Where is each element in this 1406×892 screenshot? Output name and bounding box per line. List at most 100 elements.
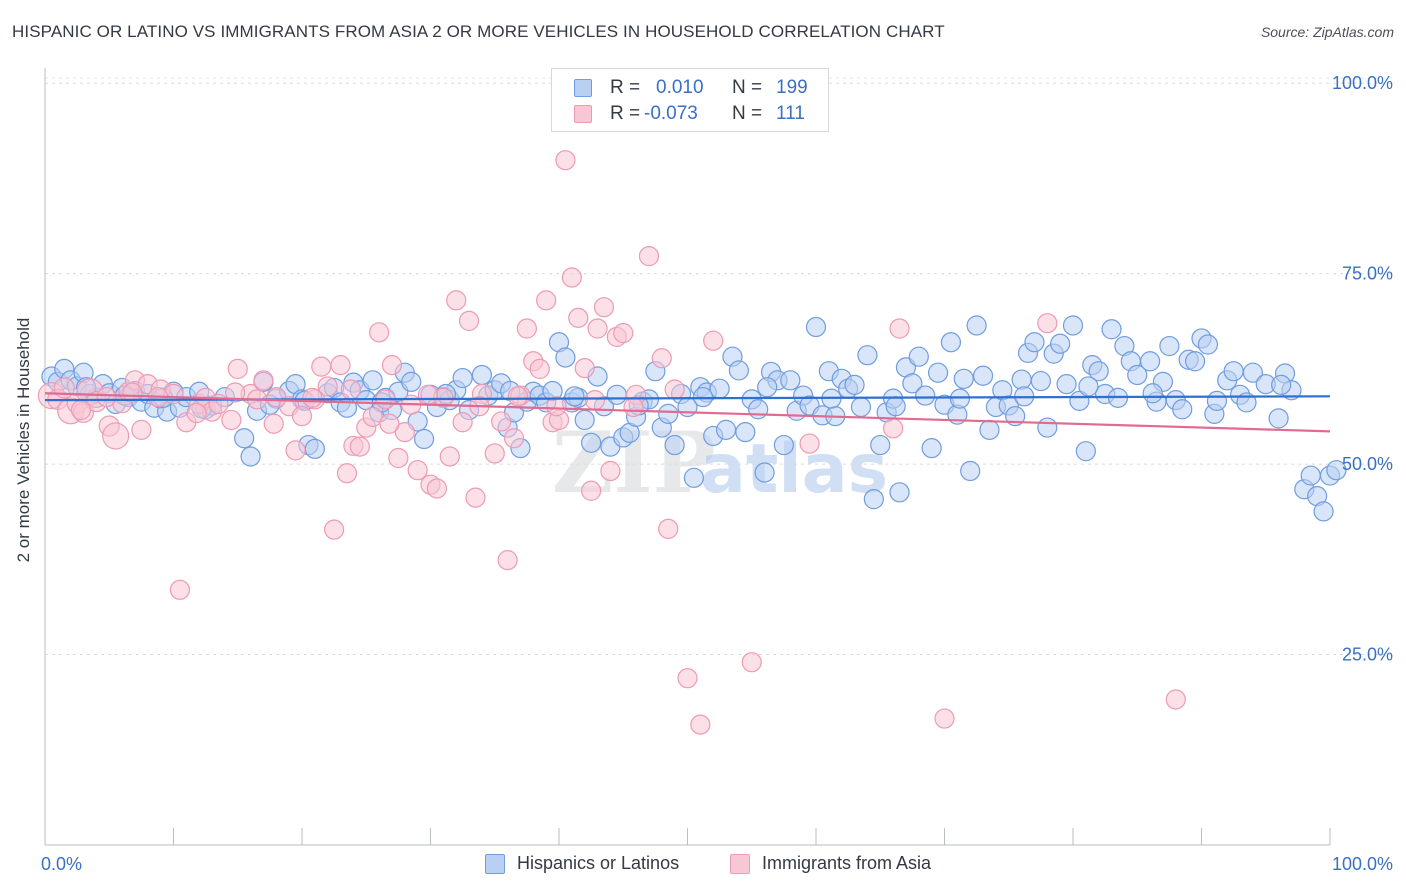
series-legend-swatch-blue xyxy=(485,854,505,874)
asia-point xyxy=(221,409,242,431)
asia-point xyxy=(452,412,473,433)
legend-swatch-pink xyxy=(574,105,592,123)
trendlines xyxy=(44,392,1331,433)
hispanic-point xyxy=(953,368,974,389)
hispanic-point xyxy=(574,409,595,431)
asia-point xyxy=(458,310,480,332)
x-tick-label: 0.0% xyxy=(41,854,82,874)
hispanic-point xyxy=(555,347,576,368)
hispanic-point xyxy=(870,434,891,456)
hispanic-point xyxy=(1139,351,1161,372)
correlation-legend: R = 0.010 N = 199 R = -0.073 N = 111 xyxy=(551,68,829,132)
hispanic-point xyxy=(401,371,422,392)
asia-point xyxy=(379,413,400,434)
asia-point xyxy=(131,419,152,440)
asia-point xyxy=(507,386,528,407)
series-legend-swatch-pink xyxy=(730,854,750,874)
hispanic-point xyxy=(940,332,962,353)
hispanic-point xyxy=(304,438,325,459)
hispanic-point xyxy=(471,364,492,386)
asia-point xyxy=(465,487,486,508)
asia-point xyxy=(623,396,644,418)
asia-point xyxy=(225,382,246,403)
asia-point xyxy=(690,714,711,735)
hispanic-point xyxy=(1011,369,1032,390)
asia-point xyxy=(574,358,595,379)
asia-point xyxy=(658,518,679,539)
hispanic-point xyxy=(754,462,775,483)
hispanic-point xyxy=(1050,333,1071,354)
asia-point xyxy=(369,322,390,343)
y-tick-label: 50.0% xyxy=(1342,454,1393,474)
hispanic-point xyxy=(581,432,602,453)
asia-point xyxy=(613,322,634,344)
asia-point xyxy=(407,460,428,481)
hispanic-point xyxy=(972,365,994,386)
legend-r-label: R = xyxy=(610,103,641,124)
asia-point xyxy=(285,440,306,461)
hispanic-point xyxy=(715,419,737,440)
asia-point xyxy=(555,150,576,171)
hispanic-point xyxy=(885,396,906,417)
hispanic-point xyxy=(1056,374,1077,395)
asia-point xyxy=(96,386,117,408)
hispanic-point xyxy=(844,374,865,395)
hispanic-point xyxy=(1127,364,1148,386)
hispanic-point xyxy=(1037,417,1058,438)
asia-point xyxy=(584,390,606,411)
series-legend-label: Immigrants from Asia xyxy=(762,853,932,873)
asia-point xyxy=(581,480,602,501)
asia-point xyxy=(426,478,448,499)
hispanic-point xyxy=(1197,334,1219,355)
asia-point xyxy=(330,354,351,376)
hispanic-point xyxy=(780,370,801,391)
asia-point xyxy=(336,463,358,484)
y-axis-label: 2 or more Vehicles in Household xyxy=(14,317,33,563)
asia-point xyxy=(741,652,762,673)
asia-point xyxy=(227,358,248,379)
series-legend-label: Hispanics or Latinos xyxy=(517,853,680,873)
hispanic-point xyxy=(664,434,685,456)
asia-point xyxy=(546,396,567,417)
legend-n-label: N = xyxy=(732,77,763,98)
hispanic-point xyxy=(1206,390,1228,411)
hispanic-point xyxy=(1101,319,1122,340)
asia-point xyxy=(340,379,361,400)
asia-point xyxy=(497,549,518,571)
asia-point xyxy=(568,307,589,328)
hispanic-point xyxy=(1268,408,1289,429)
legend-n-label: N = xyxy=(732,103,763,124)
asia-point xyxy=(529,358,550,379)
hispanic-point xyxy=(757,377,778,398)
legend-n-value: 111 xyxy=(776,103,805,124)
y-tick-label: 25.0% xyxy=(1342,645,1393,665)
hispanic-point xyxy=(966,315,987,336)
hispanic-point xyxy=(857,345,878,366)
asia-point xyxy=(394,422,415,443)
asia-point xyxy=(311,356,332,377)
legend-n-value: 199 xyxy=(776,77,808,98)
hispanic-point xyxy=(1142,383,1163,404)
hispanic-point xyxy=(1271,374,1292,395)
asia-point xyxy=(651,348,672,369)
hispanic-point xyxy=(863,489,884,510)
hispanic-point xyxy=(413,428,435,450)
asia-point xyxy=(122,382,143,403)
asia-point xyxy=(703,330,724,351)
asia-point xyxy=(664,379,685,400)
tick-labels: 25.0% 50.0% 75.0% 100.0% 0.0% 100.0% xyxy=(41,73,1393,874)
asia-point xyxy=(484,443,505,464)
asia-point xyxy=(638,246,660,267)
chart-title: HISPANIC OR LATINO VS IMMIGRANTS FROM AS… xyxy=(12,22,945,41)
axes xyxy=(44,68,1331,846)
asia-point xyxy=(1037,313,1058,334)
asia-point xyxy=(503,428,525,449)
source-label: Source: ZipAtlas.com xyxy=(1260,24,1394,40)
watermark-atlas: atlas xyxy=(700,430,888,509)
legend-r-value: -0.073 xyxy=(644,103,698,124)
hispanic-point xyxy=(902,373,923,394)
hispanic-point xyxy=(452,367,473,389)
asia-point xyxy=(291,406,313,427)
legend-row-asia: R = -0.073 N = 111 xyxy=(552,101,828,127)
asia-point xyxy=(388,447,409,469)
